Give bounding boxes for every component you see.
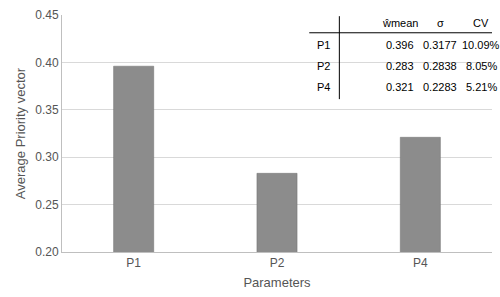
svg-text:Average Priority vector: Average Priority vector: [13, 67, 28, 199]
svg-text:0.35: 0.35: [35, 103, 59, 117]
svg-text:σ: σ: [437, 17, 444, 29]
svg-text:P1: P1: [317, 39, 330, 51]
svg-text:0.20: 0.20: [35, 245, 59, 259]
svg-text:P4: P4: [317, 81, 330, 93]
svg-text:0.25: 0.25: [35, 198, 59, 212]
svg-text:P2: P2: [270, 256, 285, 270]
svg-text:0.2838: 0.2838: [423, 60, 457, 72]
svg-text:0.321: 0.321: [386, 81, 414, 93]
svg-text:0.2283: 0.2283: [423, 81, 457, 93]
svg-text:CV: CV: [473, 17, 489, 29]
svg-text:5.21%: 5.21%: [466, 81, 497, 93]
svg-text:P1: P1: [126, 256, 141, 270]
svg-text:0.30: 0.30: [35, 150, 59, 164]
svg-text:0.3177: 0.3177: [423, 39, 457, 51]
svg-text:Parameters: Parameters: [243, 275, 311, 290]
svg-text:0.45: 0.45: [35, 8, 59, 22]
svg-text:10.09%: 10.09%: [462, 39, 500, 51]
svg-text:ŵmean: ŵmean: [382, 17, 418, 29]
svg-text:0.40: 0.40: [35, 56, 59, 70]
svg-text:0.396: 0.396: [386, 39, 414, 51]
svg-text:P4: P4: [413, 256, 428, 270]
svg-text:P2: P2: [317, 60, 330, 72]
svg-text:8.05%: 8.05%: [466, 60, 497, 72]
svg-text:0.283: 0.283: [386, 60, 414, 72]
